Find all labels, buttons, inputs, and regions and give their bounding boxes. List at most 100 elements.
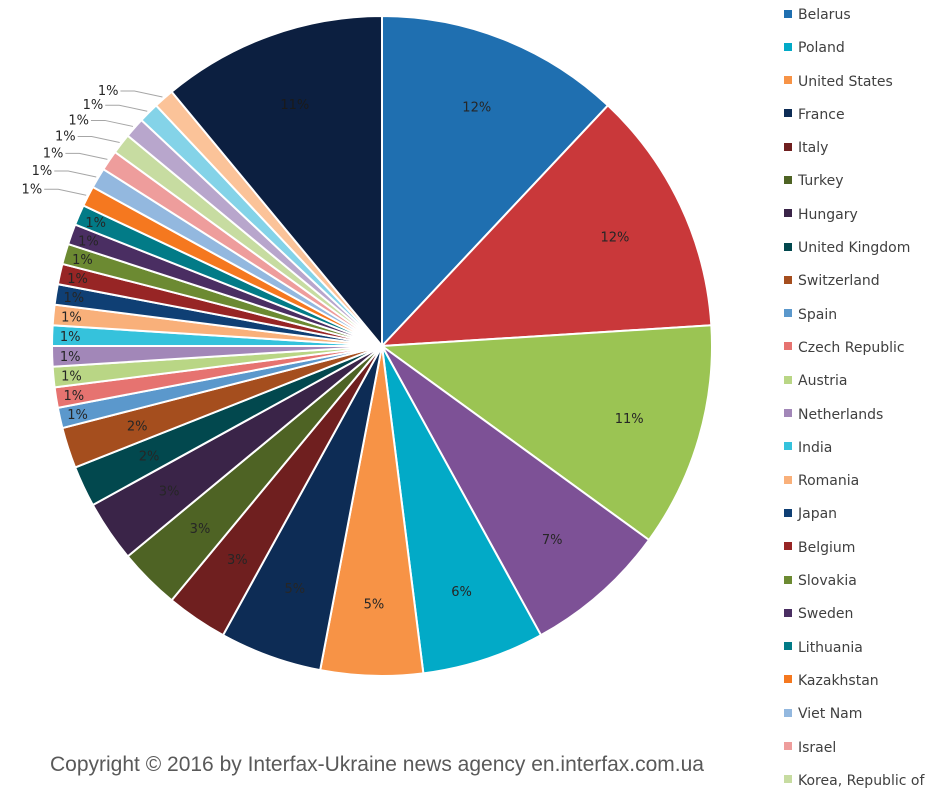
slice-label-7: 5%: [284, 582, 305, 597]
slice-label-4: 7%: [542, 533, 563, 548]
legend-swatch-19: [784, 608, 792, 617]
legend-swatch-4: [784, 109, 792, 118]
legend-item-4: France: [784, 103, 932, 136]
slice-label-30: 1%: [98, 84, 119, 99]
slice-label-9: 3%: [190, 522, 211, 537]
legend-swatch-14: [784, 442, 792, 451]
slice-label-3: 11%: [615, 412, 644, 427]
slice-label-22: 1%: [78, 234, 99, 249]
leader-line-29: [105, 104, 148, 112]
legend-swatch-23: [784, 742, 792, 751]
legend-label-13: Netherlands: [798, 406, 884, 423]
legend-item-21: Kazakhstan: [784, 669, 932, 702]
legend-item-15: Romania: [784, 469, 932, 502]
legend-label-18: Slovakia: [798, 573, 857, 590]
slice-label-20: 1%: [67, 272, 88, 287]
slice-label-6: 5%: [364, 597, 385, 612]
pie-slice-3: [379, 324, 713, 542]
slice-label-15: 1%: [61, 369, 82, 384]
legend-swatch-3: [784, 76, 792, 85]
legend-item-23: Israel: [784, 736, 932, 769]
legend-label-22: Viet Nam: [798, 706, 863, 723]
slice-label-8: 3%: [227, 553, 248, 568]
legend-swatch-2: [784, 42, 792, 51]
legend-item-14: India: [784, 436, 932, 469]
legend-item-17: Belgium: [784, 536, 932, 569]
legend-item-8: United Kingdom: [784, 236, 932, 269]
slice-label-28: 1%: [68, 113, 89, 128]
legend-item-6: Turkey: [784, 169, 932, 202]
slice-label-24: 1%: [22, 182, 43, 197]
legend-item-20: Lithuania: [784, 636, 932, 669]
legend-item-13: Netherlands: [784, 403, 932, 436]
leader-line-24: [44, 188, 87, 196]
chart-legend: Belarus Poland United States France Italy Tur…: [784, 3, 932, 791]
legend-label-6: Turkey: [798, 173, 844, 190]
slice-label-19: 1%: [64, 291, 85, 306]
legend-swatch-7: [784, 209, 792, 218]
leader-line-30: [120, 90, 163, 98]
slice-label-16: 1%: [60, 350, 81, 365]
slice-label-29: 1%: [83, 98, 104, 113]
legend-item-5: Italy: [784, 136, 932, 169]
legend-item-2: Poland: [784, 36, 932, 69]
legend-label-7: Hungary: [798, 206, 858, 223]
legend-label-3: United States: [798, 73, 893, 90]
pie-slice-4: [381, 345, 651, 637]
slice-label-10: 3%: [159, 485, 180, 500]
pie-slice-2: [379, 104, 713, 348]
legend-label-1: Belarus: [798, 7, 851, 23]
legend-item-16: Japan: [784, 502, 932, 535]
legend-label-5: Italy: [798, 140, 829, 157]
legend-label-14: India: [798, 439, 833, 456]
legend-swatch-6: [784, 175, 792, 184]
legend-swatch-8: [784, 242, 792, 251]
slice-label-5: 6%: [451, 585, 472, 600]
slice-label-23: 1%: [85, 216, 106, 231]
legend-label-23: Israel: [798, 739, 837, 756]
slice-label-21: 1%: [72, 253, 93, 268]
legend-swatch-11: [784, 342, 792, 351]
legend-label-15: Romania: [798, 473, 860, 490]
slice-label-31: 11%: [280, 98, 309, 113]
legend-label-16: Japan: [798, 506, 838, 523]
legend-swatch-9: [784, 275, 792, 284]
legend-swatch-18: [784, 575, 792, 584]
legend-label-24: Korea, Republic of: [798, 772, 925, 789]
legend-label-20: Lithuania: [798, 639, 863, 656]
legend-swatch-12: [784, 375, 792, 384]
legend-item-3: United States: [784, 70, 932, 103]
legend-item-11: Czech Republic: [784, 336, 932, 369]
legend-label-10: Spain: [798, 306, 838, 323]
slice-label-14: 1%: [64, 389, 85, 404]
legend-swatch-17: [784, 542, 792, 551]
slice-label-11: 2%: [139, 450, 160, 465]
slice-label-1: 12%: [462, 101, 491, 116]
legend-swatch-13: [784, 409, 792, 418]
legend-swatch-15: [784, 475, 792, 484]
legend-label-4: France: [798, 106, 845, 123]
legend-label-2: Poland: [798, 40, 845, 57]
legend-item-12: Austria: [784, 369, 932, 402]
slice-label-13: 1%: [67, 408, 88, 423]
legend-item-9: Switzerland: [784, 269, 932, 302]
legend-swatch-22: [784, 708, 792, 717]
legend-item-7: Hungary: [784, 203, 932, 236]
legend-label-11: Czech Republic: [798, 339, 905, 356]
slice-label-2: 12%: [600, 230, 629, 245]
legend-swatch-5: [784, 142, 792, 151]
slice-label-18: 1%: [61, 311, 82, 326]
legend-item-10: Spain: [784, 303, 932, 336]
legend-swatch-20: [784, 642, 792, 651]
legend-swatch-24: [784, 775, 792, 784]
slice-label-26: 1%: [43, 146, 64, 161]
copyright-notice: Copyright © 2016 by Interfax-Ukraine new…: [50, 753, 704, 776]
pie-slice-31: [170, 14, 383, 349]
slice-label-25: 1%: [32, 164, 53, 179]
leader-line-26: [65, 152, 108, 160]
legend-label-12: Austria: [798, 373, 848, 390]
legend-label-17: Belgium: [798, 539, 856, 556]
legend-item-24: Korea, Republic of: [784, 769, 932, 791]
